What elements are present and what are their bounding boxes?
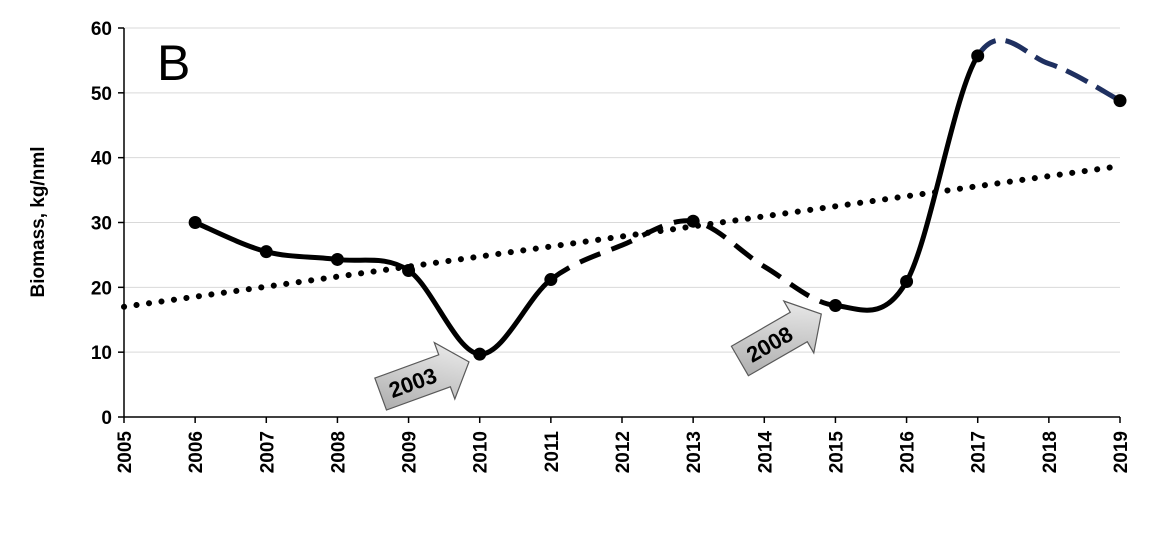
x-tick-label: 2008 bbox=[328, 431, 349, 473]
points-layer bbox=[188, 49, 1127, 361]
data-point bbox=[1113, 94, 1127, 108]
x-tick-label: 2005 bbox=[115, 431, 136, 474]
data-point bbox=[259, 245, 273, 259]
data-point bbox=[473, 347, 487, 361]
gridlines bbox=[124, 27, 1120, 353]
y-tick-label: 20 bbox=[91, 278, 112, 299]
data-point bbox=[828, 298, 842, 312]
trend-line-layer bbox=[121, 163, 1123, 310]
data-point bbox=[971, 49, 985, 63]
data-point bbox=[900, 274, 914, 288]
x-tick-label: 2019 bbox=[1111, 431, 1132, 473]
trend-line bbox=[121, 163, 1123, 310]
x-tick-label: 2013 bbox=[684, 431, 705, 473]
y-tick-label: 0 bbox=[101, 408, 112, 429]
series-line-forecast bbox=[975, 37, 1122, 103]
x-tick-label: 2009 bbox=[400, 431, 421, 473]
x-tick-label: 2012 bbox=[613, 431, 634, 473]
y-axis-label: Biomass, kg/nml bbox=[28, 147, 49, 298]
series-line-solid-2 bbox=[832, 53, 981, 313]
data-point bbox=[686, 214, 700, 228]
axes bbox=[118, 27, 1121, 423]
x-tick-label: 2011 bbox=[542, 431, 563, 473]
y-tick-label: 40 bbox=[91, 149, 112, 170]
data-point bbox=[330, 252, 344, 266]
x-tick-label: 2007 bbox=[257, 431, 278, 473]
panel-letter: B bbox=[157, 35, 190, 91]
data-point bbox=[544, 273, 558, 287]
x-tick-label: 2015 bbox=[826, 431, 847, 474]
labels-layer: 0 10 20 30 40 50 60 2005 2006 2007 2008 2009 2010 201… bbox=[28, 19, 1132, 473]
x-tick-label: 2018 bbox=[1040, 431, 1061, 473]
series-layer bbox=[192, 37, 1122, 357]
data-point bbox=[402, 263, 416, 277]
y-tick-label: 30 bbox=[91, 214, 112, 235]
x-tick-label: 2006 bbox=[186, 431, 207, 473]
x-tick-label: 2016 bbox=[898, 431, 919, 473]
series-line-dashed bbox=[549, 218, 836, 308]
arrow-shape bbox=[730, 299, 822, 377]
y-tick-label: 10 bbox=[91, 343, 112, 364]
y-tick-label: 60 bbox=[91, 19, 112, 40]
x-tick-label: 2010 bbox=[471, 431, 492, 473]
x-tick-label: 2014 bbox=[755, 431, 776, 474]
y-tick-label: 50 bbox=[91, 84, 112, 105]
data-point bbox=[188, 216, 202, 229]
x-tick-label: 2017 bbox=[969, 431, 990, 473]
arrow-shape bbox=[374, 341, 470, 411]
